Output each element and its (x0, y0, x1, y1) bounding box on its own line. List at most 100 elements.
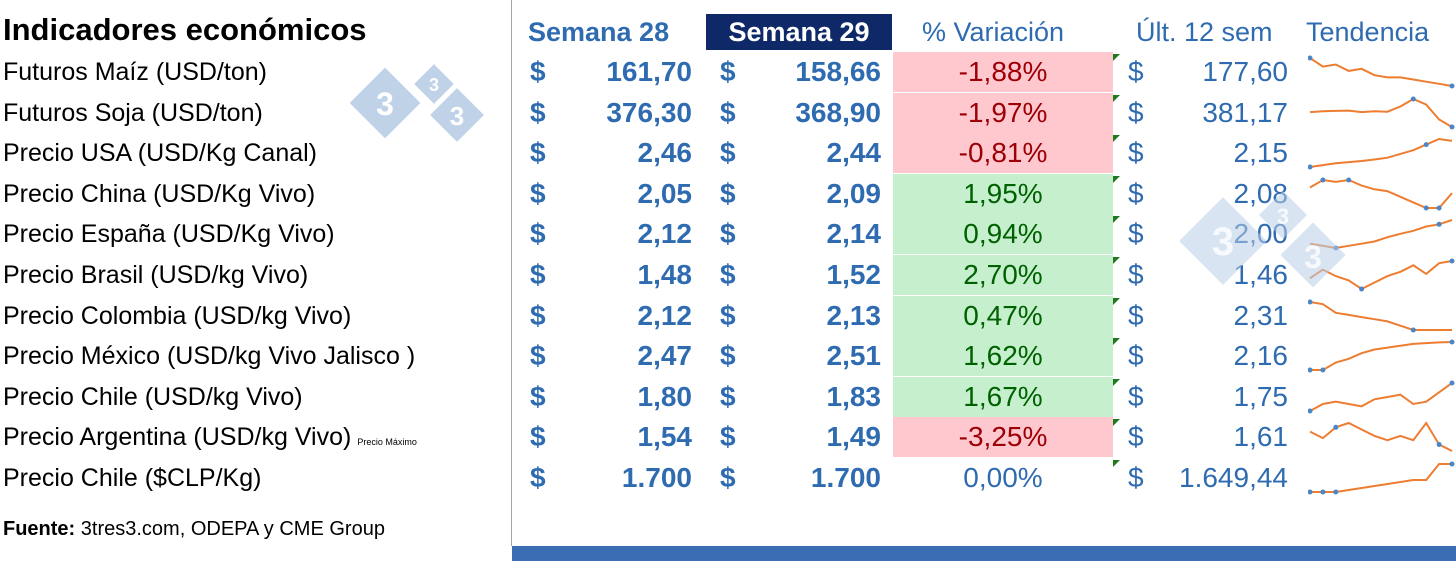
cell-comment-marker (1113, 257, 1120, 264)
variation-value: 1,62% (963, 340, 1043, 372)
sparkline-line (1309, 300, 1452, 331)
currency-symbol: $ (530, 137, 546, 169)
currency-symbol: $ (530, 380, 546, 412)
trend-sparkline (1308, 380, 1455, 414)
row-label: Precio Brasil (USD/kg Vivo) (3, 255, 308, 295)
week-28-value: 376,30 (606, 96, 692, 128)
currency-symbol: $ (720, 137, 736, 169)
last-12-weeks-value: 1.649,44 (1179, 462, 1288, 493)
header-trend: Tendencia (1306, 17, 1430, 47)
week-29-value: 2,51 (826, 340, 882, 372)
week-29-value: 2,14 (826, 218, 882, 250)
cell-comment-marker (1113, 460, 1120, 467)
week-29-value: 1,49 (826, 421, 882, 453)
week-28-value: 1,80 (637, 380, 693, 412)
variation-value: 1,67% (963, 380, 1043, 412)
currency-symbol: $ (530, 299, 546, 331)
cell-comment-marker (1113, 297, 1120, 305)
last-12-weeks-value: 2,16 (1233, 340, 1289, 372)
logo-digit: 3 (376, 86, 394, 122)
variation-cell-bg (893, 376, 1113, 417)
currency-symbol: $ (1128, 299, 1144, 331)
source-label: Fuente: (3, 518, 76, 540)
trend-sparkline (1308, 299, 1452, 333)
header-variation: % Variación (922, 17, 1065, 47)
week-28-value: 2,05 (637, 177, 693, 209)
row-label-text: Precio Chile (USD/kg Vivo) (3, 382, 303, 411)
variation-cell-bg (893, 336, 1113, 377)
sparkline-marker (1333, 489, 1339, 495)
row-label: Precio México (USD/kg Vivo Jalisco ) (3, 336, 415, 376)
sparkline-marker (1346, 177, 1352, 183)
cell-comment-marker (1113, 338, 1120, 346)
currency-symbol: $ (1128, 177, 1144, 209)
row-label-text: Precio China (USD/Kg Vivo) (3, 179, 316, 208)
row-label: Precio Argentina (USD/kg Vivo) Precio Máx… (3, 417, 417, 457)
week-28-value: 1,54 (637, 421, 693, 453)
currency-symbol: $ (1128, 462, 1144, 493)
row-label: Precio Chile (USD/kg Vivo) (3, 377, 303, 417)
currency-symbol: $ (720, 421, 736, 453)
sparkline-marker (1308, 164, 1313, 170)
sparkline-line (1309, 138, 1453, 169)
currency-symbol: $ (530, 177, 546, 209)
week-29-value: 158,66 (795, 56, 881, 87)
currency-symbol: $ (1128, 137, 1144, 169)
row-note: Precio Máximo (357, 437, 417, 448)
sparkline-marker (1423, 205, 1429, 211)
last-12-weeks-value: 1,61 (1233, 421, 1289, 453)
sparkline-marker (1449, 380, 1455, 386)
sparkline-marker (1308, 55, 1313, 61)
variation-value: 0,00% (963, 462, 1043, 493)
row-label-text: Precio Brasil (USD/kg Vivo) (3, 261, 309, 289)
cell-comment-marker (1113, 94, 1120, 102)
variation-value: -1,88% (958, 56, 1048, 87)
cell-comment-marker (1113, 216, 1120, 224)
last-12-weeks-value: 2,31 (1233, 299, 1289, 331)
row-label: Precio Chile ($CLP/Kg) (3, 458, 261, 498)
variation-cell-bg (893, 417, 1113, 458)
row-label-text: Precio México (USD/kg Vivo Jalisco ) (3, 342, 416, 371)
last-12-weeks-value: 2,15 (1233, 137, 1289, 169)
sparkline-line (1310, 341, 1453, 372)
sparkline-marker (1359, 286, 1365, 292)
currency-symbol: $ (720, 218, 736, 250)
week-28-value: 1.700 (621, 462, 692, 493)
currency-symbol: $ (720, 380, 736, 412)
variation-cell-bg (893, 214, 1113, 255)
variation-cell-bg (893, 133, 1113, 174)
logo-digit: 3 (1304, 239, 1322, 275)
sparkline-line (1310, 463, 1452, 493)
sparkline-marker (1436, 205, 1442, 211)
currency-symbol: $ (720, 96, 736, 128)
week-29-value: 1,52 (826, 259, 882, 290)
sparkline-marker (1410, 327, 1416, 333)
week-28-value: 2,12 (637, 299, 693, 331)
sparkline-line (1309, 97, 1453, 128)
currency-symbol: $ (720, 177, 736, 209)
header-last-12-weeks: Últ. 12 sem (1136, 17, 1273, 47)
sparkline-line (1309, 421, 1453, 453)
sparkline-marker (1449, 124, 1455, 130)
trend-sparkline (1308, 138, 1453, 170)
currency-symbol: $ (530, 259, 546, 290)
currency-symbol: $ (720, 259, 736, 290)
week-29-value: 2,09 (826, 177, 882, 209)
currency-symbol: $ (1128, 421, 1144, 453)
trend-sparkline (1308, 339, 1455, 373)
header-week-29: Semana 29 (706, 14, 892, 50)
variation-value: 0,47% (963, 299, 1043, 331)
bottom-bar (512, 546, 1456, 561)
sparkline-marker (1449, 258, 1455, 264)
variation-value: 0,94% (963, 218, 1043, 250)
currency-symbol: $ (1128, 259, 1144, 290)
row-label-text: Precio USA (USD/Kg Canal) (3, 139, 318, 168)
sparkline-marker (1320, 367, 1326, 373)
sparkline-marker (1333, 425, 1339, 431)
week-28-value: 2,12 (637, 218, 693, 250)
variation-cell-bg (893, 255, 1113, 295)
row-label-text: Futuros Soja (USD/ton) (3, 98, 263, 127)
currency-symbol: $ (1128, 340, 1144, 372)
cell-comment-marker (1113, 419, 1120, 427)
sparkline-line (1309, 381, 1453, 412)
